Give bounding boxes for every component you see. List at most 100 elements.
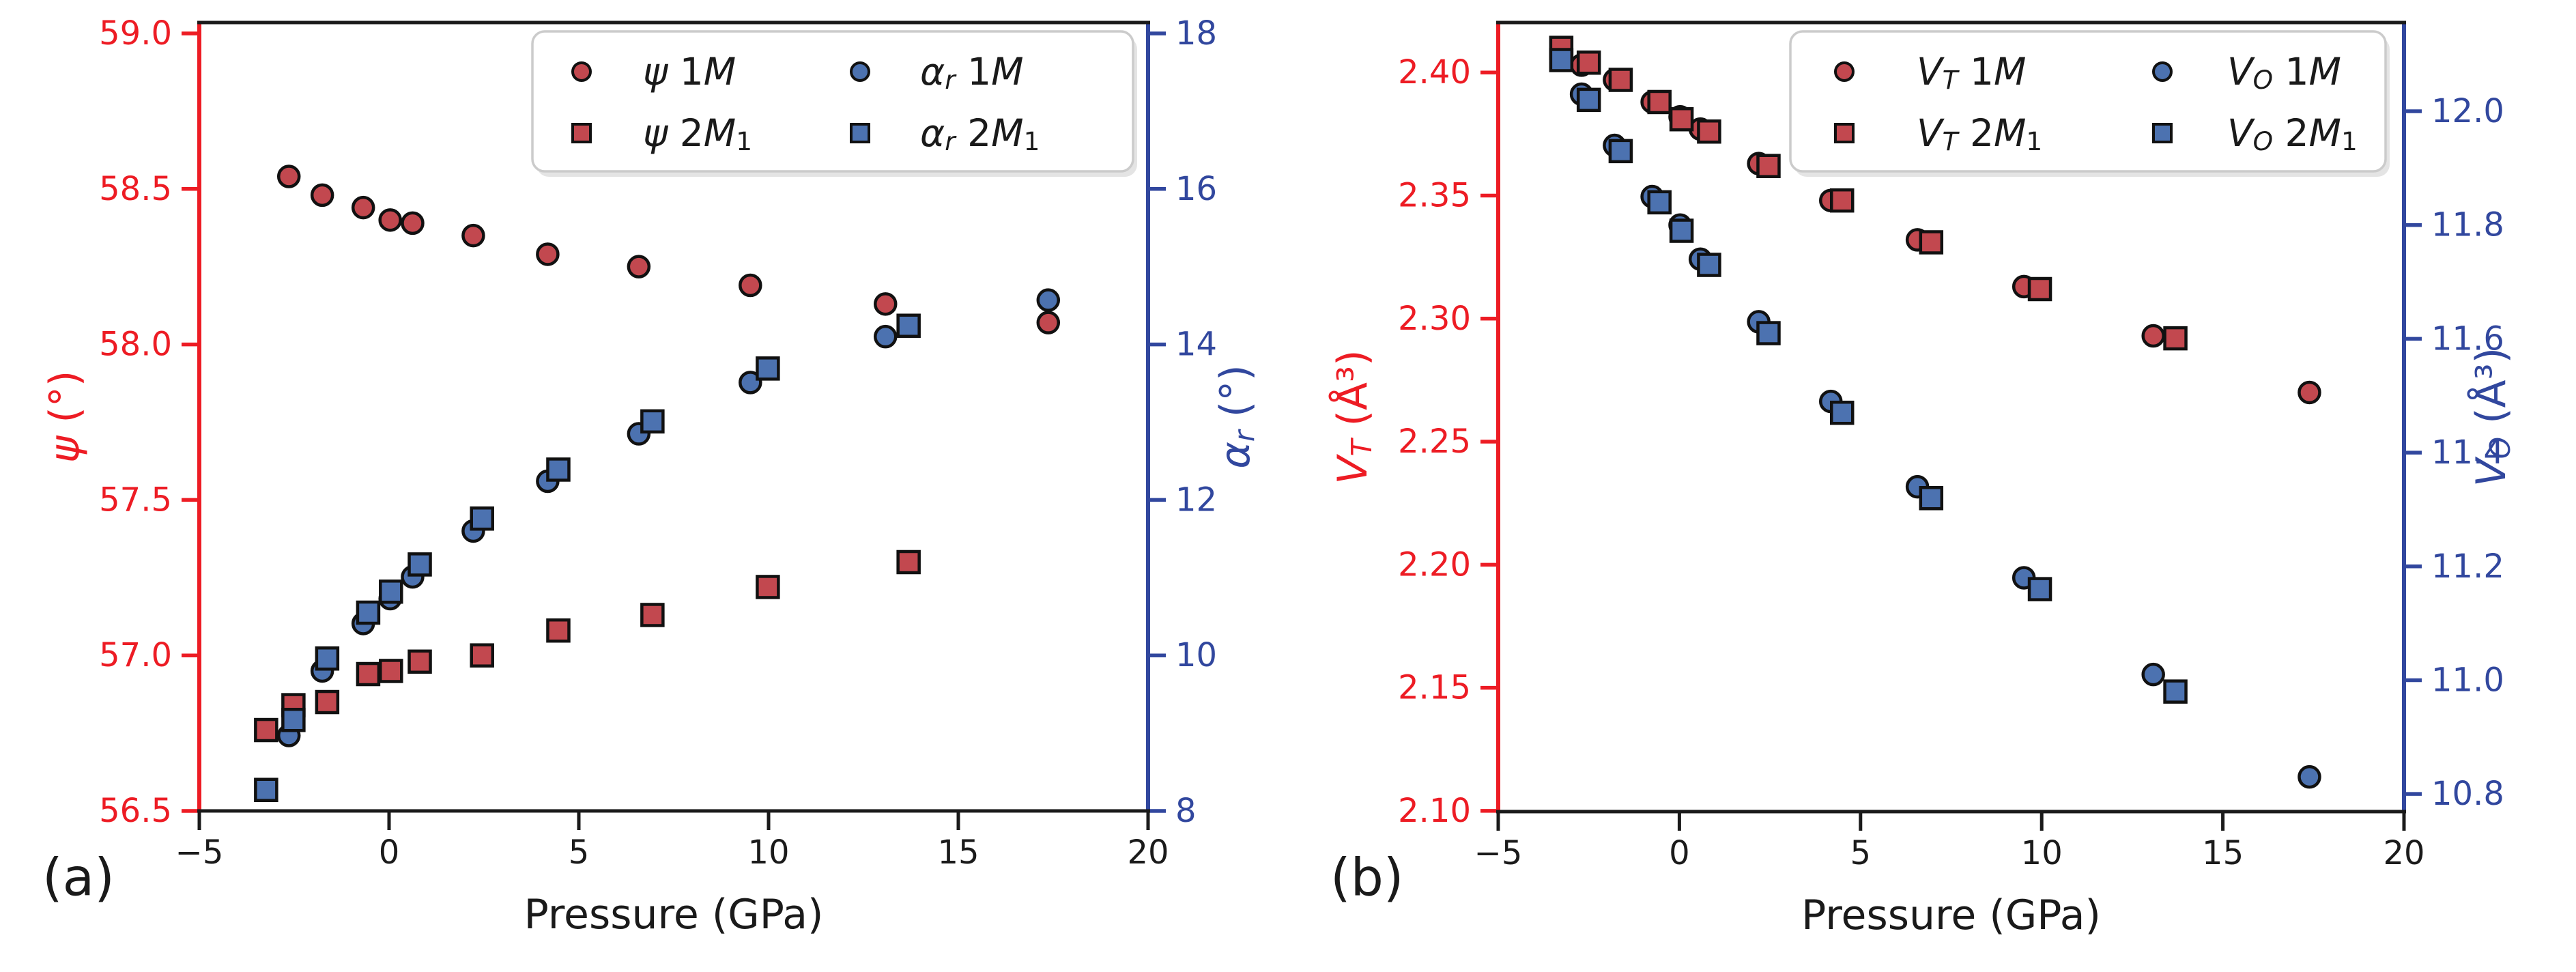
data-point <box>756 575 780 599</box>
data-point <box>379 659 403 683</box>
left-axis-tick-label: 57.0 <box>99 636 172 674</box>
legend-label: αr 1M <box>920 50 1024 95</box>
data-point <box>1919 230 1944 255</box>
data-point <box>2163 326 2188 351</box>
data-point <box>536 242 560 266</box>
data-point <box>315 689 340 715</box>
data-point <box>281 707 306 732</box>
left-axis-label: ψ (°) <box>41 371 89 463</box>
left-axis-tick-label: 56.5 <box>99 792 172 830</box>
right-axis-tick-label: 10 <box>1175 636 1217 674</box>
data-point <box>1576 51 1601 75</box>
x-axis-tick-label: 10 <box>747 833 789 872</box>
legend-label: VO 1M <box>2227 50 2341 95</box>
data-point <box>351 195 375 220</box>
legend-label: VT 1M <box>1917 50 2026 95</box>
data-point <box>407 649 432 674</box>
right-axis-tick-label: 16 <box>1175 170 1217 208</box>
right-axis-tick-label: 11.4 <box>2431 433 2504 472</box>
right-axis-label: αr (°) <box>1212 364 1261 468</box>
x-axis-tick-label: 5 <box>569 833 590 872</box>
panel-b: 2.40 2.35 2.30 2.25 2.20 2.15 2.10 12.0 11.8 11.6… <box>1288 0 2576 972</box>
left-axis-tick-label: 58.0 <box>99 326 172 364</box>
legend-marker-circle <box>850 61 870 82</box>
data-point <box>356 661 381 687</box>
left-axis-tick-label: 2.15 <box>1398 669 1471 707</box>
data-point <box>310 183 334 208</box>
legend-marker-circle <box>571 61 592 82</box>
right-axis-tick-label: 14 <box>1175 326 1217 364</box>
left-axis-label: VT (Å³) <box>1328 350 1378 485</box>
data-point <box>739 371 762 395</box>
data-point <box>640 409 665 434</box>
legend-label: VO 2M1 <box>2227 111 2358 156</box>
data-point <box>470 506 494 531</box>
data-point <box>378 208 402 232</box>
data-point <box>2027 276 2052 302</box>
panel-letter: (b) <box>1330 847 1404 908</box>
data-point <box>896 549 921 575</box>
data-point <box>379 580 403 604</box>
legend-box <box>531 30 1134 173</box>
data-point <box>546 457 571 482</box>
data-point <box>254 777 278 802</box>
right-axis-tick-label: 12 <box>1175 481 1217 519</box>
chart-a: 59.0 58.5 58.0 57.5 57.0 56.5 18 16 14 12 10 8 −5 0 5 1… <box>41 14 1261 939</box>
data-point <box>873 292 898 316</box>
left-axis-tick-label: 2.10 <box>1398 792 1471 830</box>
right-axis-tick-label: 8 <box>1175 792 1197 830</box>
data-point <box>254 717 278 743</box>
data-point <box>1608 68 1633 92</box>
left-axis-tick-label: 2.35 <box>1398 176 1471 214</box>
legend-label: VT 2M1 <box>1917 111 2042 156</box>
right-axis-tick-label: 11.2 <box>2431 547 2504 586</box>
data-point <box>756 356 780 381</box>
panel-letter: (a) <box>42 847 115 908</box>
data-point <box>1756 321 1781 345</box>
data-point <box>2141 324 2165 348</box>
series-1M-left <box>276 165 1061 334</box>
x-axis-tick-label: −5 <box>175 833 224 872</box>
data-point <box>407 552 432 577</box>
data-point <box>1647 190 1672 215</box>
legend-label: ψ 1M <box>643 50 736 94</box>
x-axis-tick-label: 10 <box>2021 834 2063 872</box>
legend-label: αr 2M1 <box>920 111 1040 156</box>
data-point <box>1036 311 1061 334</box>
left-axis-tick-label: 2.20 <box>1398 545 1471 584</box>
left-axis-tick-label: 2.40 <box>1398 53 1471 91</box>
right-axis-tick-label: 11.0 <box>2431 661 2504 699</box>
data-point <box>546 618 571 643</box>
left-axis-tick-label: 58.5 <box>99 170 172 208</box>
data-point <box>1829 188 1855 213</box>
left-axis-tick-label: 2.30 <box>1398 300 1471 338</box>
data-point <box>1669 218 1694 243</box>
legend-marker-square <box>850 123 870 143</box>
x-axis-tick-label: 0 <box>379 833 400 872</box>
legend-marker-circle <box>1834 61 1855 82</box>
data-point <box>1697 253 1721 277</box>
data-point <box>1608 139 1633 164</box>
data-point <box>315 646 340 671</box>
x-axis-tick-label: 20 <box>2383 834 2424 872</box>
data-point <box>1036 288 1061 312</box>
data-point <box>873 324 898 349</box>
panel-a: 59.0 58.5 58.0 57.5 57.0 56.5 18 16 14 12 10 8 −5 0 5 1… <box>41 14 1261 939</box>
chart-b: 2.40 2.35 2.30 2.25 2.20 2.15 2.10 12.0 11.8 11.6… <box>1328 20 2517 939</box>
data-point <box>2141 662 2165 687</box>
x-axis-tick-label: −5 <box>1474 834 1523 872</box>
series-2M1-left <box>254 549 921 743</box>
data-point <box>2163 679 2188 704</box>
data-point <box>627 255 651 278</box>
data-point <box>2298 380 2321 405</box>
data-point <box>401 211 425 235</box>
data-point <box>1919 486 1944 511</box>
left-axis-tick-label: 59.0 <box>99 14 172 53</box>
data-point <box>2027 577 2052 601</box>
data-point <box>1756 154 1781 178</box>
series-1M-right <box>1569 82 2321 789</box>
data-point <box>470 643 494 668</box>
left-axis-tick-label: 2.25 <box>1398 423 1471 461</box>
right-axis-tick-label: 12.0 <box>2431 92 2504 130</box>
